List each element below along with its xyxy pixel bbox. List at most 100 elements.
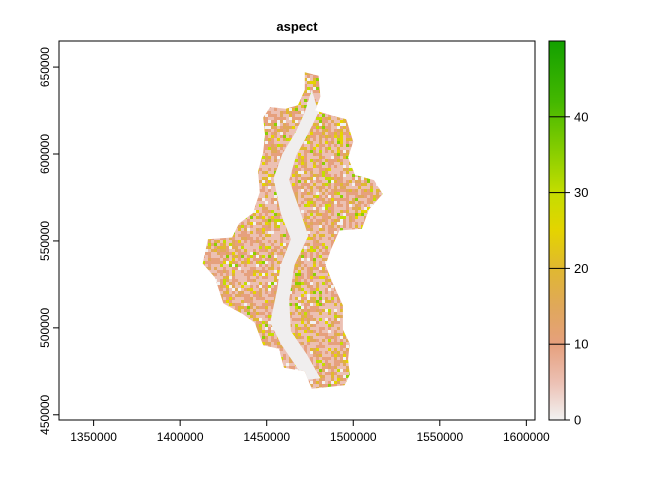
raster-cell [340, 129, 343, 132]
raster-cell [313, 234, 316, 237]
raster-cell [292, 99, 295, 102]
raster-cell [322, 240, 325, 243]
raster-cell [313, 303, 316, 306]
raster-cell [238, 186, 241, 189]
raster-cell [322, 312, 325, 315]
raster-cell [292, 81, 295, 84]
raster-cell [268, 225, 271, 228]
raster-cell [265, 189, 268, 192]
raster-cell [319, 171, 322, 174]
raster-cell [343, 315, 346, 318]
raster-cell [313, 300, 316, 303]
raster-cell [268, 267, 271, 270]
raster-cell [277, 117, 280, 120]
raster-cell [202, 270, 205, 273]
raster-cell [322, 297, 325, 300]
raster-cell [223, 147, 226, 150]
raster-cell [364, 102, 367, 105]
raster-cell [277, 87, 280, 90]
raster-cell [364, 147, 367, 150]
raster-cell [247, 99, 250, 102]
raster-cell [310, 240, 313, 243]
raster-cell [316, 222, 319, 225]
raster-cell [358, 138, 361, 141]
raster-cell [313, 126, 316, 129]
raster-cell [361, 150, 364, 153]
raster-cell [373, 189, 376, 192]
raster-cell [235, 153, 238, 156]
raster-cell [229, 216, 232, 219]
raster-cell [214, 300, 217, 303]
raster-cell [265, 285, 268, 288]
raster-cell [262, 78, 265, 81]
raster-cell [271, 132, 274, 135]
raster-cell [208, 102, 211, 105]
raster-cell [367, 243, 370, 246]
raster-cell [313, 156, 316, 159]
raster-cell [334, 189, 337, 192]
raster-cell [313, 225, 316, 228]
raster-cell [298, 75, 301, 78]
raster-cell [262, 189, 265, 192]
raster-cell [253, 87, 256, 90]
raster-cell [373, 267, 376, 270]
raster-cell [337, 78, 340, 81]
raster-cell [379, 237, 382, 240]
raster-cell [226, 99, 229, 102]
raster-cell [343, 156, 346, 159]
raster-cell [310, 186, 313, 189]
raster-cell [373, 291, 376, 294]
raster-cell [208, 252, 211, 255]
raster-cell [367, 105, 370, 108]
raster-cell [247, 168, 250, 171]
raster-cell [328, 228, 331, 231]
raster-cell [373, 156, 376, 159]
raster-cell [346, 129, 349, 132]
raster-cell [247, 231, 250, 234]
raster-cell [355, 282, 358, 285]
raster-cell [295, 81, 298, 84]
raster-cell [232, 291, 235, 294]
raster-cell [250, 213, 253, 216]
raster-cell [280, 147, 283, 150]
raster-cell [277, 273, 280, 276]
raster-cell [316, 210, 319, 213]
raster-cell [226, 222, 229, 225]
raster-cell [319, 249, 322, 252]
raster-cell [304, 267, 307, 270]
raster-cell [361, 303, 364, 306]
raster-cell [355, 177, 358, 180]
raster-cell [232, 84, 235, 87]
raster-cell [349, 153, 352, 156]
raster-cell [247, 261, 250, 264]
raster-cell [310, 213, 313, 216]
raster-cell [238, 300, 241, 303]
raster-cell [340, 183, 343, 186]
raster-cell [322, 198, 325, 201]
raster-cell [286, 231, 289, 234]
raster-cell [310, 168, 313, 171]
raster-cell [283, 132, 286, 135]
raster-cell [262, 210, 265, 213]
raster-cell [208, 123, 211, 126]
raster-cell [223, 315, 226, 318]
raster-cell [346, 270, 349, 273]
raster-cell [271, 285, 274, 288]
raster-cell [244, 261, 247, 264]
raster-cell [274, 204, 277, 207]
raster-cell [256, 312, 259, 315]
raster-cell [367, 114, 370, 117]
raster-cell [352, 150, 355, 153]
raster-cell [352, 87, 355, 90]
raster-cell [259, 198, 262, 201]
raster-cell [229, 258, 232, 261]
raster-cell [352, 84, 355, 87]
raster-cell [355, 207, 358, 210]
raster-cell [322, 135, 325, 138]
raster-cell [349, 297, 352, 300]
raster-cell [316, 267, 319, 270]
raster-cell [298, 267, 301, 270]
raster-cell [226, 204, 229, 207]
raster-cell [274, 207, 277, 210]
raster-cell [202, 255, 205, 258]
